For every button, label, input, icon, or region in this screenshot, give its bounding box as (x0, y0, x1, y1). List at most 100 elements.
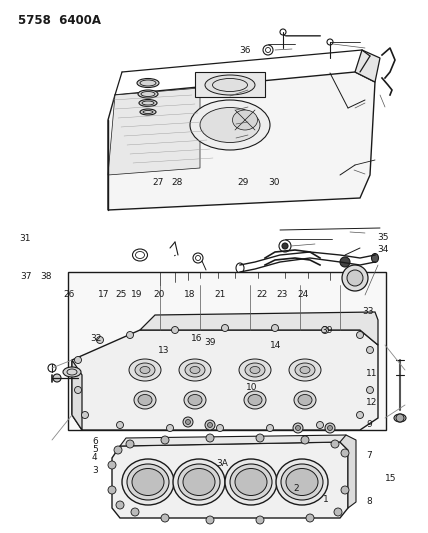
Circle shape (295, 425, 300, 431)
Ellipse shape (225, 459, 277, 505)
Text: 25: 25 (116, 290, 127, 298)
Circle shape (357, 411, 363, 418)
Circle shape (316, 422, 324, 429)
Circle shape (116, 422, 124, 429)
Circle shape (81, 411, 89, 418)
Ellipse shape (244, 391, 266, 409)
Circle shape (256, 434, 264, 442)
Polygon shape (355, 50, 380, 82)
Bar (68, 272, 386, 430)
Ellipse shape (372, 254, 378, 262)
Circle shape (334, 508, 342, 516)
Circle shape (341, 486, 349, 494)
Text: 11: 11 (366, 369, 377, 377)
Text: 39: 39 (204, 338, 216, 347)
Circle shape (366, 346, 374, 353)
Polygon shape (72, 360, 82, 430)
Text: 32: 32 (90, 334, 101, 343)
Text: 29: 29 (238, 179, 249, 187)
Ellipse shape (185, 363, 205, 377)
Text: 18: 18 (184, 290, 196, 298)
Ellipse shape (139, 100, 157, 107)
Circle shape (217, 424, 223, 432)
Text: 33: 33 (363, 308, 374, 316)
Text: 5: 5 (92, 445, 98, 454)
Polygon shape (72, 330, 378, 430)
Circle shape (293, 423, 303, 433)
Ellipse shape (179, 359, 211, 381)
Circle shape (53, 374, 61, 382)
Text: 38: 38 (40, 272, 51, 281)
Ellipse shape (394, 414, 406, 422)
Text: 14: 14 (270, 341, 281, 350)
Text: 19: 19 (131, 290, 143, 298)
Text: 13: 13 (158, 346, 170, 354)
Ellipse shape (132, 469, 164, 496)
Text: 17: 17 (98, 290, 110, 298)
Text: 26: 26 (63, 290, 75, 298)
Text: 15: 15 (385, 474, 397, 483)
Text: 9: 9 (366, 420, 372, 429)
Circle shape (327, 425, 333, 431)
Text: 36: 36 (240, 46, 251, 55)
Circle shape (331, 440, 339, 448)
Circle shape (108, 486, 116, 494)
Ellipse shape (250, 367, 260, 374)
Text: 39: 39 (321, 326, 333, 335)
Text: 2: 2 (293, 484, 299, 492)
Ellipse shape (183, 469, 215, 496)
Ellipse shape (190, 367, 200, 374)
Ellipse shape (245, 363, 265, 377)
Ellipse shape (294, 391, 316, 409)
Text: 1: 1 (323, 496, 329, 504)
Ellipse shape (235, 469, 267, 496)
Text: 20: 20 (153, 290, 165, 298)
Polygon shape (340, 435, 356, 508)
Ellipse shape (63, 367, 81, 377)
Circle shape (166, 424, 173, 432)
Ellipse shape (135, 363, 155, 377)
Circle shape (185, 419, 190, 424)
Text: 10: 10 (246, 383, 258, 392)
Ellipse shape (127, 464, 169, 500)
Ellipse shape (184, 391, 206, 409)
Ellipse shape (200, 108, 260, 142)
Circle shape (183, 417, 193, 427)
Text: 3A: 3A (216, 459, 228, 467)
Ellipse shape (281, 464, 323, 500)
Bar (195, 72, 265, 97)
Polygon shape (140, 312, 378, 345)
Circle shape (172, 327, 178, 334)
Circle shape (116, 501, 124, 509)
Circle shape (325, 423, 335, 433)
Text: 23: 23 (276, 290, 288, 298)
Circle shape (321, 327, 329, 334)
Circle shape (366, 386, 374, 393)
Ellipse shape (190, 100, 270, 150)
Text: 34: 34 (377, 245, 389, 254)
Circle shape (96, 336, 104, 343)
Text: 31: 31 (19, 235, 31, 243)
Circle shape (74, 386, 81, 393)
Circle shape (205, 420, 215, 430)
Text: 28: 28 (171, 179, 183, 187)
Circle shape (342, 265, 368, 291)
Polygon shape (108, 72, 375, 210)
Ellipse shape (138, 394, 152, 406)
Text: 24: 24 (297, 290, 309, 298)
Ellipse shape (122, 459, 174, 505)
Text: 8: 8 (366, 497, 372, 505)
Circle shape (340, 257, 350, 267)
Circle shape (206, 434, 214, 442)
Ellipse shape (137, 78, 159, 87)
Ellipse shape (276, 459, 328, 505)
Circle shape (396, 414, 404, 422)
Circle shape (74, 357, 81, 364)
Text: 7: 7 (366, 451, 372, 459)
Circle shape (108, 461, 116, 469)
Circle shape (222, 325, 229, 332)
Text: 6: 6 (92, 437, 98, 446)
Ellipse shape (140, 367, 150, 374)
Ellipse shape (248, 394, 262, 406)
Ellipse shape (295, 363, 315, 377)
